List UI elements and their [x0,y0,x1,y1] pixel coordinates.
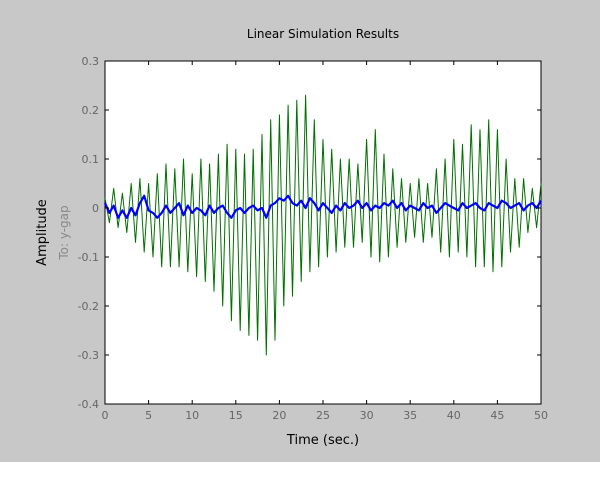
y-tick-label: 0 [92,202,99,215]
x-tick-label: 40 [447,409,461,422]
x-tick-label: 15 [229,409,243,422]
y-tick-label: -0.4 [78,398,99,411]
x-tick-label: 20 [272,409,286,422]
y-tick-label: -0.1 [78,251,99,264]
chart-title: Linear Simulation Results [247,27,399,41]
y-tick-label: 0.2 [82,104,100,117]
x-tick-label: 5 [145,409,152,422]
y-axis-label: Amplitude [35,199,50,266]
ticks-layer: 0 5 10 15 20 25 30 35 40 45 50 0.3 0.2 0.1 0 -0.1 -0.2 -0… [78,55,548,422]
x-tick-label: 30 [360,409,374,422]
x-tick-label: 0 [102,409,109,422]
series-2-line [103,194,542,219]
x-tick-label: 10 [185,409,199,422]
series-1-line [104,94,542,356]
x-tick-label: 45 [490,409,504,422]
x-tick-label: 35 [403,409,417,422]
chart: 0 5 10 15 20 25 30 35 40 45 50 0.3 0.2 0.1 0 -0.1 -0.2 -0… [35,27,548,448]
y-tick-label: -0.3 [78,349,99,362]
series-layer [103,94,542,356]
x-tick-label: 50 [534,409,548,422]
y-tick-label: 0.1 [82,153,100,166]
y-tick-label: 0.3 [82,55,100,68]
y-tick-label: -0.2 [78,300,99,313]
x-tick-label: 25 [316,409,330,422]
figure-background: 0 5 10 15 20 25 30 35 40 45 50 0.3 0.2 0.1 0 -0.1 -0.2 -0… [0,0,600,462]
x-axis-label: Time (sec.) [286,433,359,448]
channel-label: To: y-gap [57,205,71,260]
plot-area [104,60,542,405]
